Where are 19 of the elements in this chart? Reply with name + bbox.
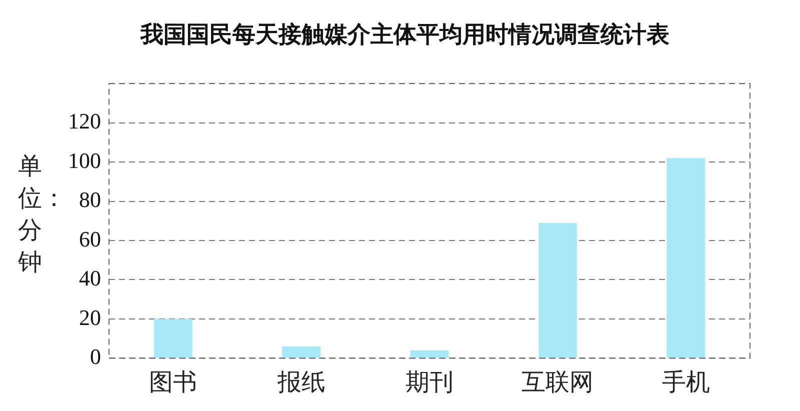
bar — [666, 158, 706, 358]
y-tick-label: 40 — [79, 266, 101, 291]
x-tick-label: 报纸 — [276, 368, 326, 396]
y-axis-title: 单位：分钟 — [18, 151, 66, 278]
y-tick-label: 120 — [68, 108, 101, 134]
bar — [538, 222, 577, 358]
y-tick-label: 100 — [68, 148, 101, 173]
x-tick-label: 图书 — [149, 368, 198, 396]
y-tick-label: 20 — [79, 304, 101, 330]
x-tick-label: 手机 — [662, 368, 710, 396]
y-tick-label: 0 — [90, 344, 101, 369]
y-tick-label: 60 — [79, 226, 101, 252]
x-tick-label: 期刊 — [406, 368, 454, 396]
bar — [154, 318, 192, 358]
x-tick-label: 互联网 — [522, 368, 594, 396]
chart-title: 我国国民每天接触媒介主体平均用时情况调查统计表 — [140, 20, 670, 48]
bar — [282, 346, 321, 358]
y-tick-label: 80 — [79, 187, 101, 212]
bar — [410, 350, 449, 358]
